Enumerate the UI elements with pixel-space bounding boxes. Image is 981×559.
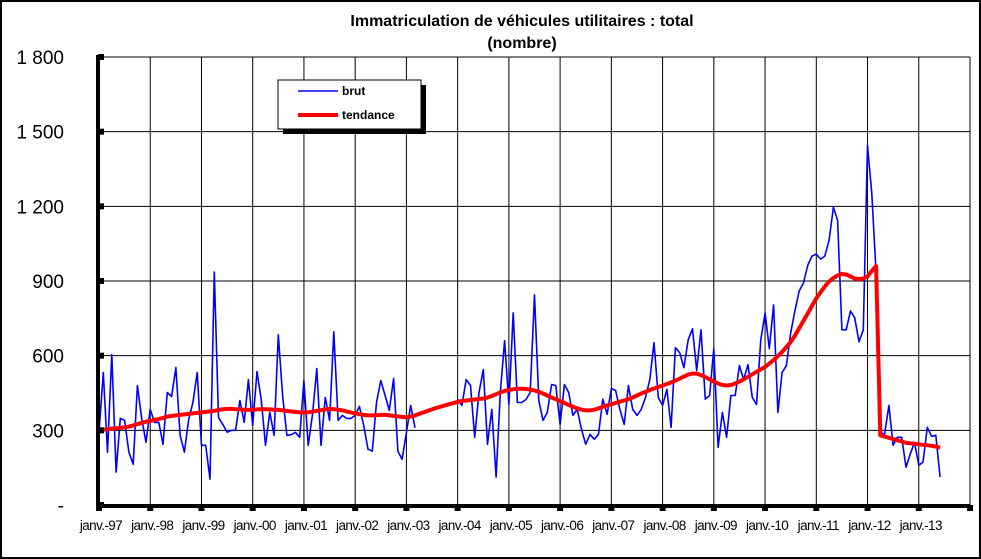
series-line-brut [98, 144, 941, 480]
x-tick-mark [557, 505, 564, 511]
x-tick-mark [249, 505, 256, 511]
y-tick-label: 1 200 [16, 197, 64, 218]
x-tick-mark [710, 505, 717, 511]
y-tick-label: 600 [32, 347, 64, 368]
x-tick-label: janv.-98 [130, 518, 173, 533]
x-tick-label: janv.-07 [591, 518, 634, 533]
x-tick-mark [147, 505, 154, 511]
y-tick-mark [98, 128, 104, 135]
chart-subtitle: (nombre) [487, 35, 556, 52]
legend-label-brut: brut [342, 84, 365, 98]
x-tick-label: janv.-99 [181, 518, 224, 533]
x-tick-label: janv.-11 [797, 518, 839, 533]
x-tick-label: janv.-02 [335, 518, 378, 533]
chart-title: Immatriculation de véhicules utilitaires… [350, 13, 693, 30]
x-tick-label: janv.-06 [540, 518, 583, 533]
legend: brut tendance [277, 79, 426, 134]
x-tick-mark [813, 505, 820, 511]
x-tick-mark [967, 505, 973, 511]
series-group [98, 144, 941, 480]
x-tick-label: janv.-03 [386, 518, 429, 533]
y-tick-label: 300 [32, 421, 64, 442]
x-tick-label: janv.-01 [284, 518, 327, 533]
x-tick-mark [659, 505, 666, 511]
x-tick-mark [915, 505, 922, 511]
series-line-tendance [98, 264, 941, 450]
x-tick-mark [505, 505, 512, 511]
y-tick-label: 900 [32, 272, 64, 293]
legend-label-tendance: tendance [342, 108, 395, 122]
x-tick-label: janv.-13 [899, 518, 942, 533]
x-tick-label: janv.-08 [642, 518, 685, 533]
y-axis-labels: - 300 600 900 1 200 1 500 1 800 [16, 48, 64, 517]
x-tick-mark [608, 505, 615, 511]
x-tick-label: janv.-10 [745, 518, 788, 533]
x-tick-mark [864, 505, 871, 511]
x-tick-label: janv.-05 [489, 518, 532, 533]
y-tick-mark [98, 278, 104, 284]
y-tick-mark [98, 352, 104, 359]
x-tick-mark [762, 505, 769, 511]
y-tick-mark [98, 54, 104, 60]
legend-box [277, 79, 422, 130]
x-tick-label: janv.-97 [79, 518, 122, 533]
y-tick-mark [98, 427, 104, 434]
y-tick-label: 1 800 [16, 48, 64, 69]
x-tick-mark [198, 505, 205, 511]
x-tick-mark [403, 505, 410, 511]
x-tick-label: janv.-09 [694, 518, 737, 533]
y-tick-mark [98, 203, 104, 210]
y-tick-label: 1 500 [16, 123, 64, 144]
y-tick-label: - [58, 496, 64, 517]
x-tick-label: janv.-12 [847, 518, 890, 533]
x-tick-mark [352, 505, 359, 511]
x-tick-mark [300, 505, 307, 511]
x-tick-mark [454, 505, 461, 511]
x-tick-label: janv.-04 [438, 518, 482, 533]
axes [96, 54, 973, 511]
x-axis-labels: janv.-97 janv.-98 janv.-99 janv.-00 janv.-01… [79, 518, 943, 533]
x-tick-label: janv.-00 [233, 518, 276, 533]
x-tick-mark [96, 505, 102, 511]
